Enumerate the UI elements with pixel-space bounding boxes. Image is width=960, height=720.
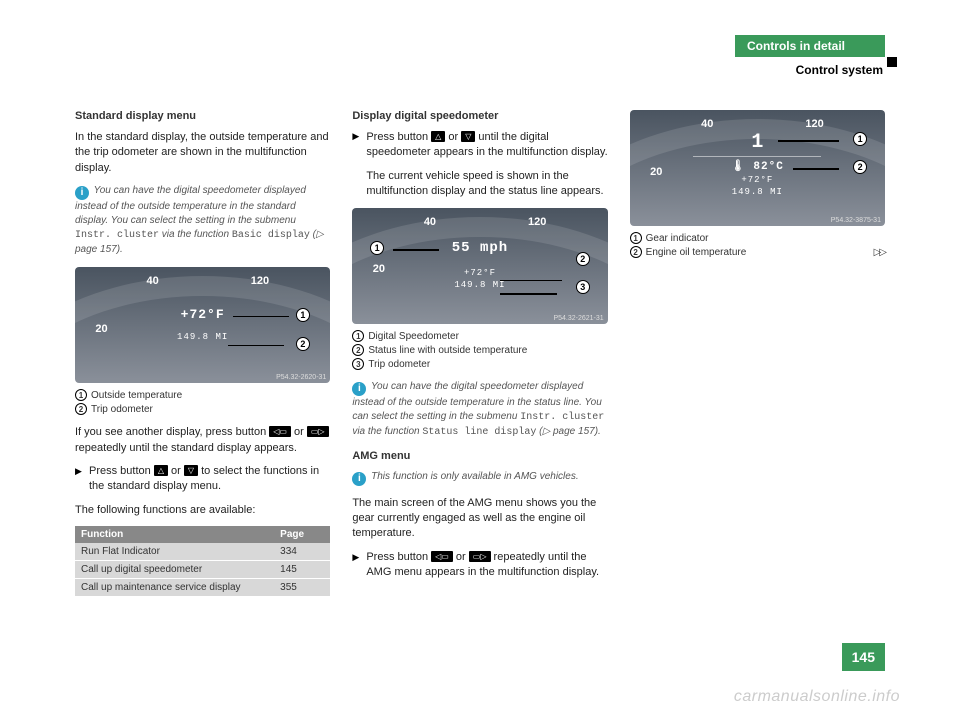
legend-text: Outside temperature (91, 390, 182, 401)
gauge-oil-temp: 82°C (753, 161, 783, 173)
info-note-amg: i This function is only available in AMG… (352, 470, 607, 486)
para-standard-intro: In the standard display, the outside tem… (75, 130, 330, 176)
info-text: (▷ page 157). (536, 426, 600, 437)
info-note-status-line: i You can have the digital speedometer d… (352, 380, 607, 440)
page-number: 145 (842, 643, 885, 671)
para-other-display: If you see another display, press button… (75, 425, 330, 456)
gauge-trip: 149.8 MI (352, 280, 607, 290)
cell-function: Call up maintenance service display (75, 579, 274, 597)
cell-page: 334 (274, 543, 330, 561)
info-text: via the function (159, 229, 232, 240)
chapter-title: Controls in detail (735, 35, 885, 57)
info-note-1: i You can have the digital speedometer d… (75, 184, 330, 257)
cell-function: Call up digital speedometer (75, 561, 274, 579)
image-ref: P54.32-2620-31 (276, 374, 326, 381)
gauge-number: 40 (146, 275, 158, 287)
continue-icon: ▷▷ (874, 246, 885, 260)
text: or (445, 131, 461, 143)
gauge-temp: +72°F (75, 307, 330, 322)
gauge-gear: 1 (630, 131, 885, 154)
step-amg-menu: Press button ◁▭ or ▭▷ repeatedly until t… (352, 550, 607, 581)
image-ref: P54.32-2621-31 (553, 315, 603, 322)
gauge-speed: 55 mph (352, 240, 607, 256)
gauge-amg-menu: 40 120 20 1 🌡 82°C +72°F 149.8 MI 1 2 P5… (630, 110, 885, 226)
legend-text: Gear indicator (646, 233, 709, 244)
watermark: carmanualsonline.info (734, 688, 900, 706)
callout-2: 2 (296, 337, 310, 351)
text: Press button (366, 131, 431, 143)
functions-table: Function Page Run Flat Indicator 334 Cal… (75, 526, 330, 597)
table-row: Call up digital speedometer 145 (75, 561, 330, 579)
tab-marker (887, 57, 897, 67)
gauge-digital-speedo: 40 120 20 55 mph +72°F 149.8 MI 1 2 3 P5… (352, 208, 607, 324)
gauge-temp: +72°F (352, 268, 607, 278)
th-function: Function (75, 526, 274, 543)
menu-code: Basic display (232, 230, 310, 241)
table-row: Call up maintenance service display 355 (75, 579, 330, 597)
callout-2: 2 (853, 160, 867, 174)
legend-text: Trip odometer (91, 404, 153, 415)
cell-page: 145 (274, 561, 330, 579)
text: Press button (366, 551, 431, 563)
legend-text: Status line with outside temperature (368, 345, 527, 356)
info-text: You can have the digital speedometer dis… (75, 185, 306, 226)
text: repeatedly until the standard display ap… (75, 442, 297, 454)
info-icon: i (352, 382, 366, 396)
gauge-number: 40 (424, 216, 436, 228)
info-icon: i (75, 186, 89, 200)
step-select-function: Press button △ or ▽ to select the functi… (75, 464, 330, 495)
legend-text: Engine oil temperature (646, 247, 747, 258)
button-down-icon: ▽ (461, 131, 475, 142)
gauge-number: 120 (805, 118, 823, 130)
step-digital-speedo: Press button △ or ▽ until the digital sp… (352, 130, 607, 200)
button-down-icon: ▽ (184, 465, 198, 476)
section-title: Control system (735, 57, 885, 77)
cell-page: 355 (274, 579, 330, 597)
menu-code: Instr. cluster (520, 412, 604, 423)
button-prev-icon: ◁▭ (269, 426, 291, 437)
image-ref: P54.32-3875-31 (831, 217, 881, 224)
gauge-legend: 1Outside temperature 2Trip odometer (75, 389, 330, 417)
callout-2: 2 (576, 252, 590, 266)
button-up-icon: △ (154, 465, 168, 476)
para-amg-intro: The main screen of the AMG menu shows yo… (352, 496, 607, 542)
info-text: This function is only available in AMG v… (371, 471, 579, 482)
button-next-icon: ▭▷ (469, 551, 491, 562)
button-up-icon: △ (431, 131, 445, 142)
gauge-standard-display: 40 120 20 +72°F 149.8 MI 1 2 P54.32-2620… (75, 267, 330, 383)
heading-amg-menu: AMG menu (352, 450, 607, 462)
cell-function: Run Flat Indicator (75, 543, 274, 561)
info-icon: i (352, 472, 366, 486)
text: Press button (89, 465, 154, 477)
text: or (291, 426, 307, 438)
callout-1: 1 (296, 308, 310, 322)
page-header: Controls in detail Control system (735, 35, 885, 77)
gauge-legend: 1Gear indicator 2Engine oil temperature▷… (630, 232, 885, 260)
legend-text: Trip odometer (368, 359, 430, 370)
gauge-number: 120 (528, 216, 546, 228)
heading-digital-speedo: Display digital speedometer (352, 110, 607, 122)
gauge-number: 120 (251, 275, 269, 287)
callout-3: 3 (576, 280, 590, 294)
menu-code: Instr. cluster (75, 230, 159, 241)
button-next-icon: ▭▷ (307, 426, 329, 437)
text: The current vehicle speed is shown in th… (366, 169, 607, 200)
text: or (453, 551, 469, 563)
th-page: Page (274, 526, 330, 543)
gauge-trip: 149.8 MI (75, 332, 330, 342)
table-row: Run Flat Indicator 334 (75, 543, 330, 561)
gauge-trip: 149.8 MI (630, 187, 885, 197)
text: If you see another display, press button (75, 426, 269, 438)
text: or (168, 465, 184, 477)
gauge-temp: +72°F (630, 175, 885, 185)
button-prev-icon: ◁▭ (431, 551, 453, 562)
menu-code: Status line display (422, 427, 536, 438)
gauge-legend: 1Digital Speedometer 2Status line with o… (352, 330, 607, 372)
page-content: Standard display menu In the standard di… (75, 110, 885, 620)
heading-standard-display: Standard display menu (75, 110, 330, 122)
gauge-number: 40 (701, 118, 713, 130)
legend-text: Digital Speedometer (368, 331, 459, 342)
info-text: via the function (352, 426, 422, 437)
para-functions-intro: The following functions are available: (75, 503, 330, 518)
